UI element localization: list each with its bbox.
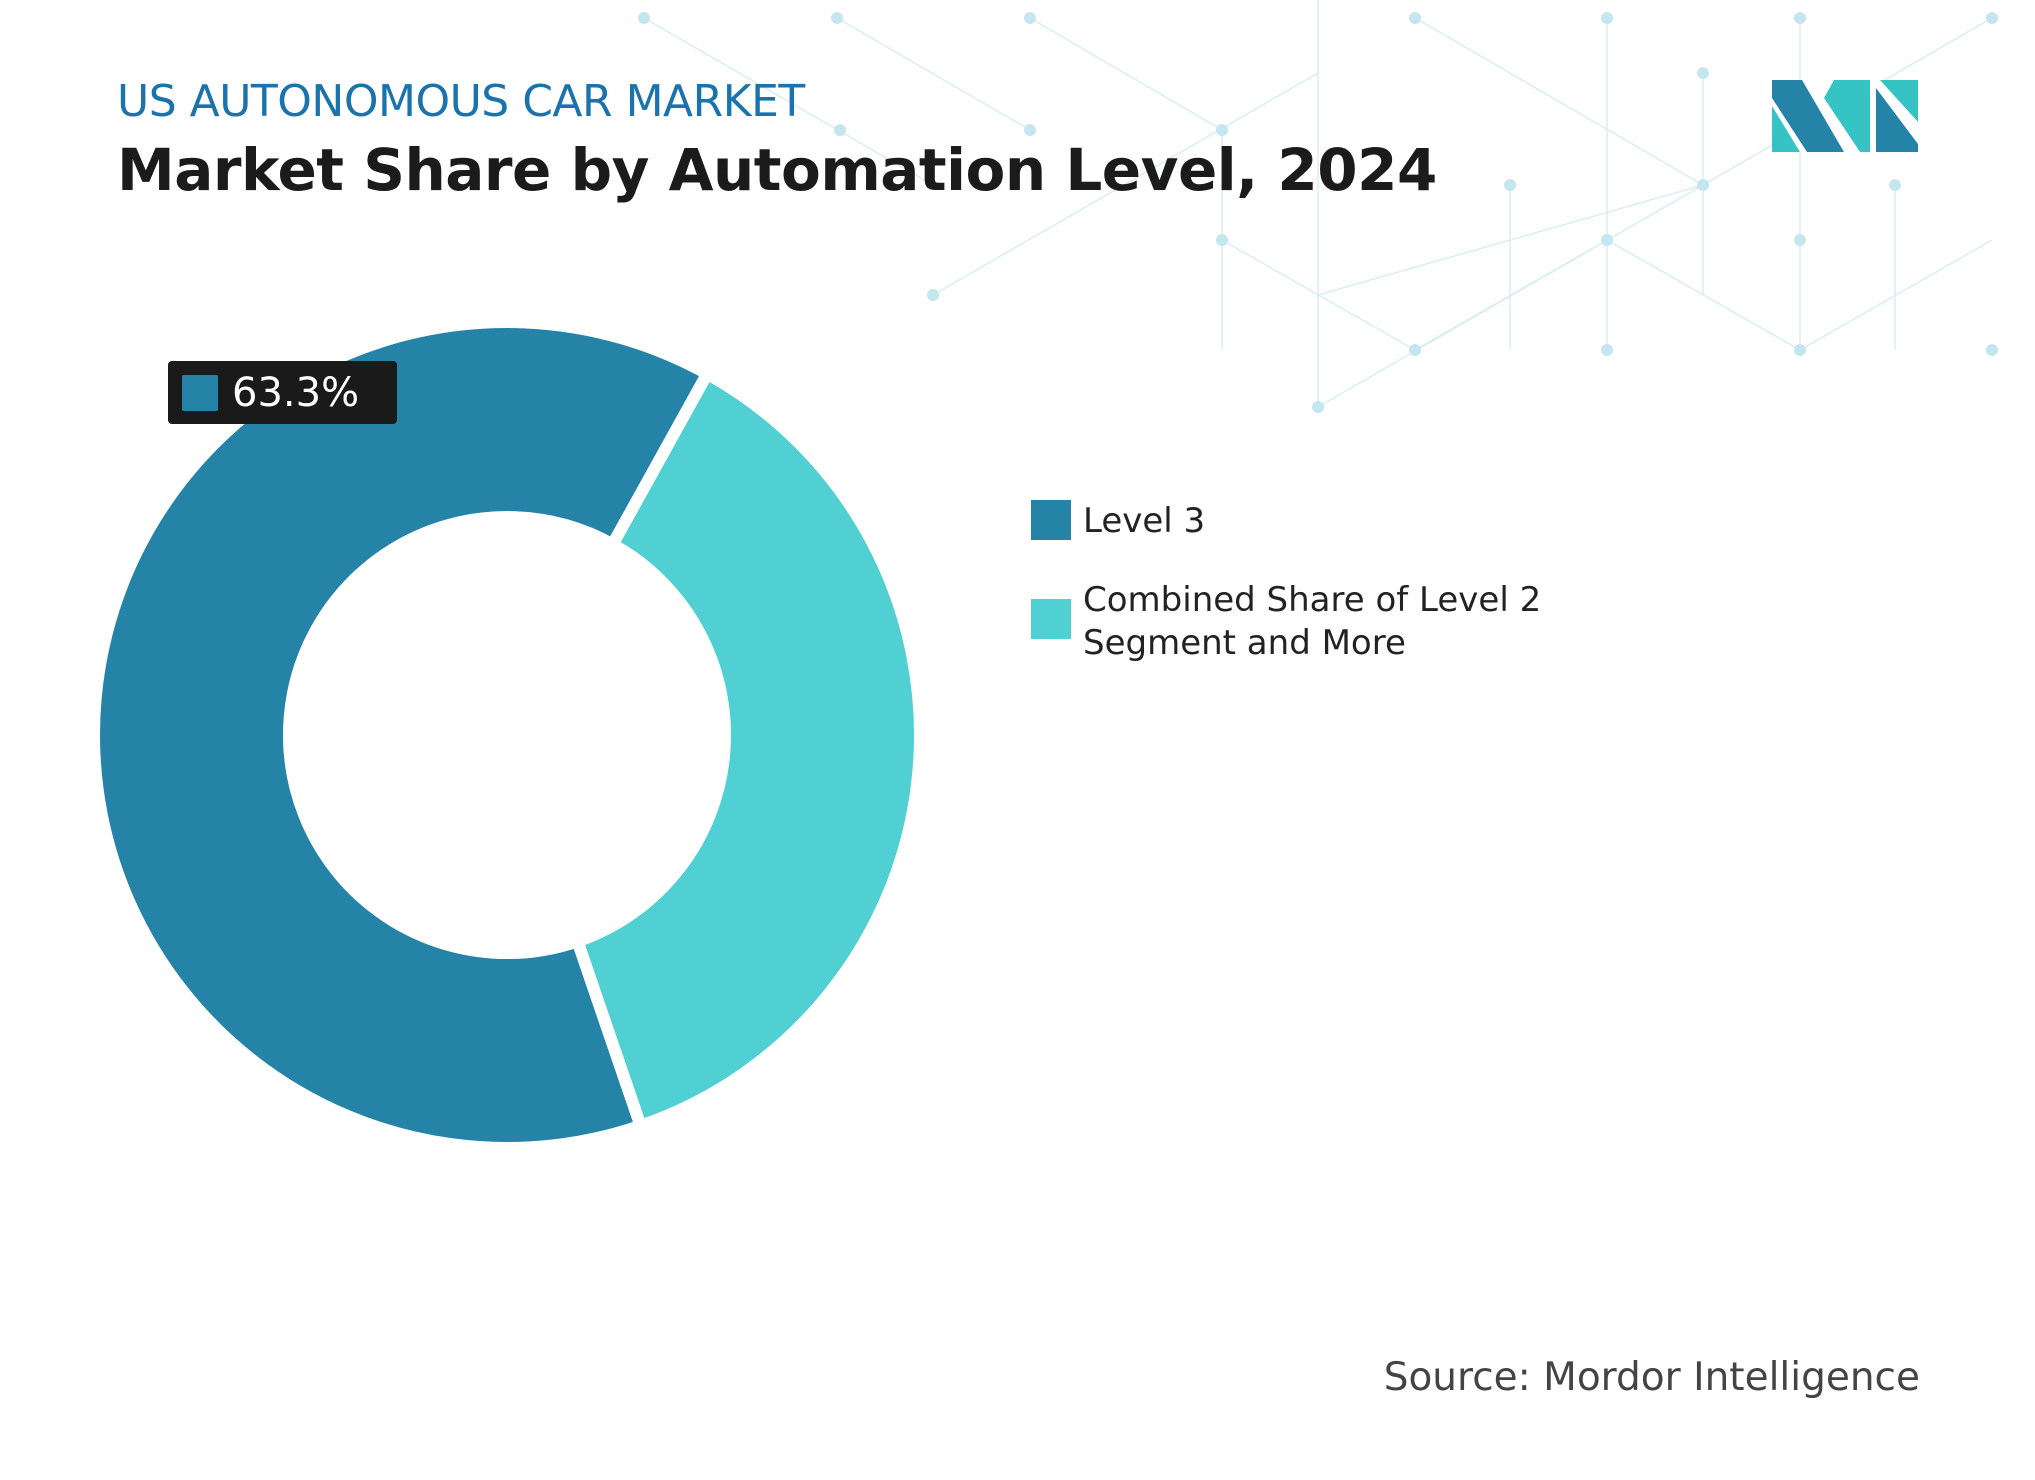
network-node	[834, 124, 846, 136]
chart-title: Market Share by Automation Level, 2024	[117, 136, 1437, 204]
source-note: Source: Mordor Intelligence	[1383, 1355, 1920, 1400]
network-node	[1216, 124, 1228, 136]
network-node	[1986, 344, 1998, 356]
network-line	[932, 72, 1319, 296]
network-line	[643, 17, 934, 186]
network-node	[638, 12, 650, 24]
network-node	[927, 289, 939, 301]
legend-item-level-2-and-more[interactable]: Combined Share of Level 2 Segment and Mo…	[1031, 579, 1603, 665]
network-line	[1029, 17, 1223, 131]
data-label-text: 63.3%	[232, 369, 360, 416]
network-line	[1317, 184, 1704, 296]
network-node	[1024, 12, 1036, 24]
network-node	[1312, 401, 1324, 413]
network-node	[1697, 67, 1709, 79]
network-node	[1794, 344, 1806, 356]
network-line	[1799, 239, 1993, 351]
legend-label: Level 3	[1083, 501, 1206, 541]
network-node	[1409, 344, 1421, 356]
network-node	[1601, 12, 1613, 24]
legend: Level 3 Combined Share of Level 2 Segmen…	[1031, 500, 1603, 701]
mordor-intelligence-logo	[1772, 80, 1918, 152]
network-line	[1414, 17, 1704, 186]
network-node	[831, 12, 843, 24]
network-node	[1601, 234, 1613, 246]
network-line	[836, 17, 1031, 131]
chart-kicker: US AUTONOMOUS CAR MARKET	[117, 76, 805, 127]
network-node	[1409, 12, 1421, 24]
legend-swatch	[1031, 500, 1071, 540]
donut-slice-level-3[interactable]	[88, 316, 716, 1154]
network-node	[1986, 12, 1998, 24]
data-label-swatch	[182, 374, 218, 411]
legend-swatch	[1031, 599, 1071, 639]
network-node	[1601, 344, 1613, 356]
legend-item-level-3[interactable]: Level 3	[1031, 500, 1603, 543]
network-line	[1414, 239, 1608, 351]
data-label-level-3: 63.3%	[168, 361, 397, 424]
legend-label: Combined Share of Level 2 Segment and Mo…	[1083, 580, 1542, 663]
network-node	[1794, 12, 1806, 24]
network-node	[1216, 234, 1228, 246]
network-node	[1697, 179, 1709, 191]
network-node	[1889, 179, 1901, 191]
network-node	[1504, 179, 1516, 191]
network-node	[1024, 124, 1036, 136]
network-node	[1794, 234, 1806, 246]
donut-slice-level-2-and-more[interactable]	[569, 365, 926, 1134]
